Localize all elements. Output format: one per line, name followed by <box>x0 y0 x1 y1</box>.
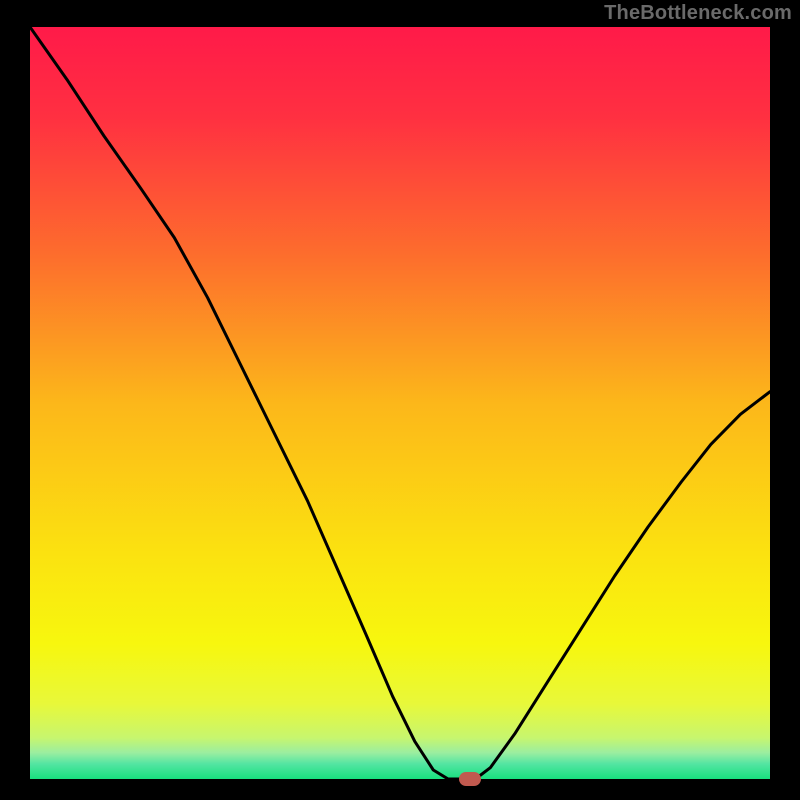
watermark-text: TheBottleneck.com <box>604 2 792 25</box>
chart-svg <box>30 27 770 779</box>
minimum-marker <box>459 772 481 786</box>
plot-area <box>30 27 770 779</box>
chart-root: TheBottleneck.com <box>0 0 800 800</box>
gradient-background <box>30 27 770 779</box>
